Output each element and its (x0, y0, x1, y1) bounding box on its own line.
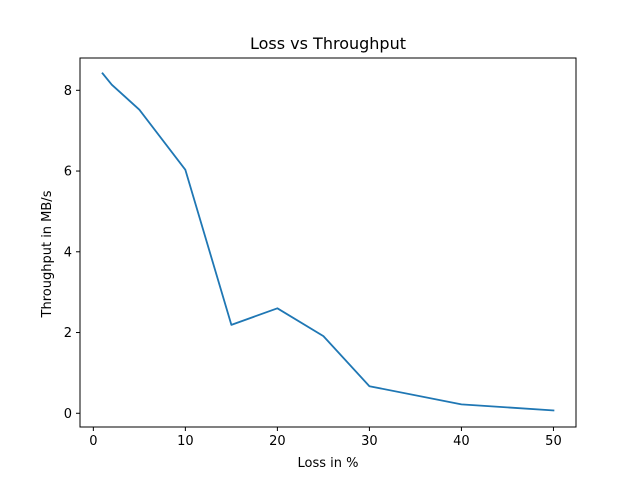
y-axis-label: Throughput in MB/s (40, 190, 55, 318)
x-tick-label: 30 (361, 434, 378, 449)
y-tick-label: 2 (64, 326, 72, 341)
y-tick-label: 8 (64, 84, 72, 99)
y-tick-label: 0 (64, 407, 72, 422)
y-tick-label: 6 (64, 165, 72, 180)
x-tick-label: 0 (89, 434, 97, 449)
x-tick-label: 10 (177, 434, 194, 449)
x-tick-label: 20 (269, 434, 286, 449)
y-tick-label: 4 (64, 245, 72, 260)
chart-title: Loss vs Throughput (250, 34, 406, 53)
x-axis-label: Loss in % (298, 456, 359, 471)
x-tick-label: 50 (545, 434, 562, 449)
x-tick-label: 40 (453, 434, 470, 449)
